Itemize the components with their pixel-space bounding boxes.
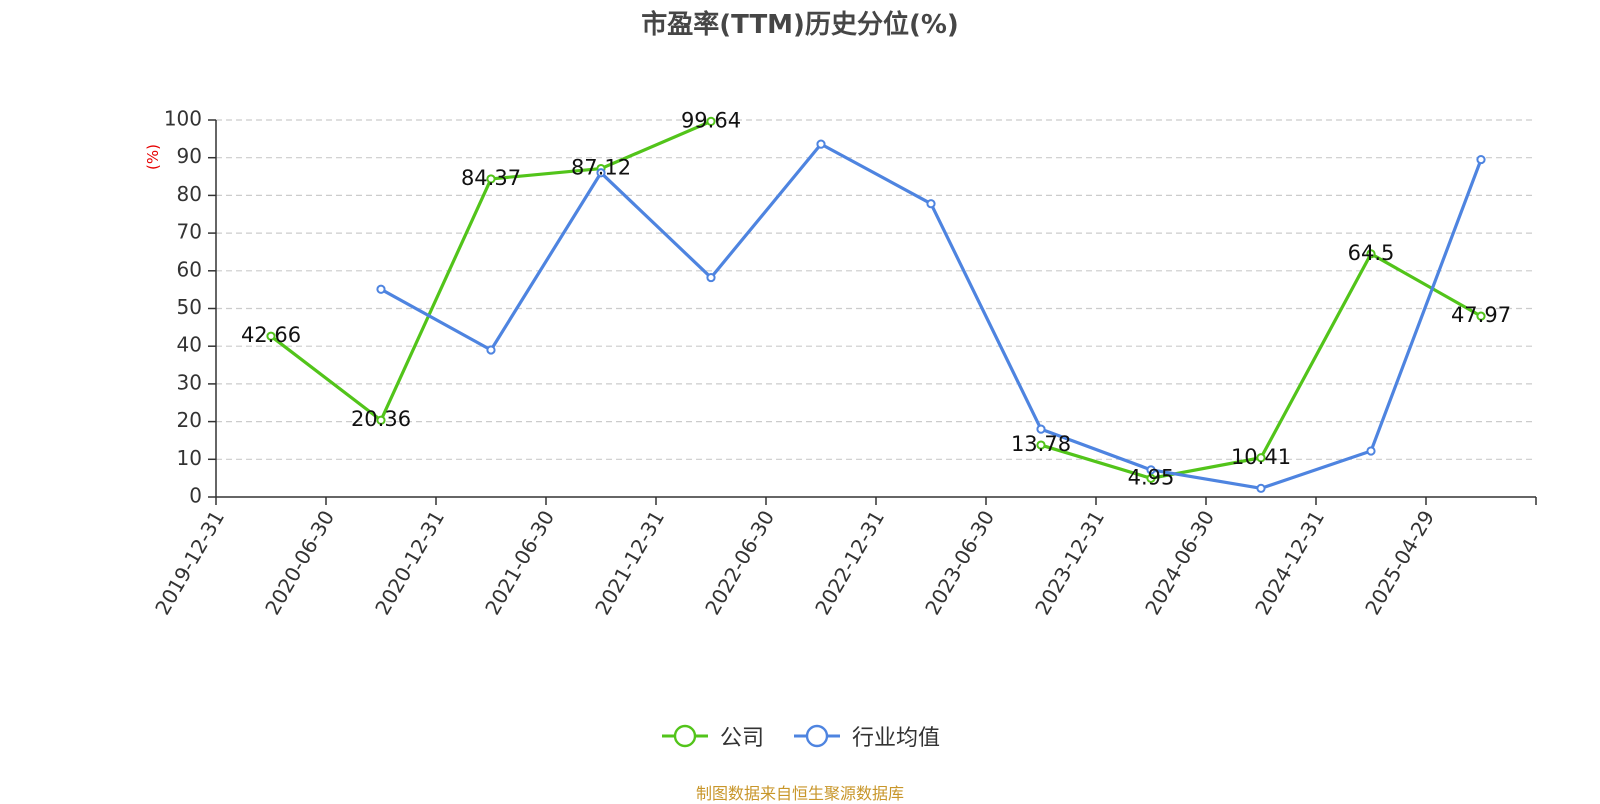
- y-tick-label: 30: [177, 370, 202, 394]
- company-data-label: 99.64: [681, 108, 741, 132]
- x-tick-label: 2023-06-30: [920, 506, 999, 619]
- industry-avg-data-point[interactable]: [1476, 154, 1486, 165]
- y-tick-label: 80: [177, 182, 202, 206]
- industry-avg-data-point[interactable]: [596, 168, 606, 178]
- company-data-point[interactable]: [706, 116, 716, 126]
- y-tick-label: 40: [177, 333, 202, 357]
- data-label-layer: 42.66 20.36 84.37 87.12 99.64 13.78 4.95 10.41 6…: [241, 108, 1511, 489]
- company-data-point[interactable]: [1256, 453, 1266, 463]
- chart-title: 市盈率(TTM)历史分位(%): [641, 10, 959, 40]
- legend-label: 公司: [719, 726, 764, 751]
- company-data-label: 47.97: [1451, 303, 1511, 327]
- company-data-label: 4.95: [1128, 465, 1175, 489]
- x-tick-label: 2019-12-31: [150, 506, 229, 619]
- x-tick-label: 2021-12-31: [590, 506, 669, 619]
- industry-avg-data-point[interactable]: [926, 199, 936, 209]
- y-tick-label: 70: [177, 220, 202, 244]
- company-data-label: 87.12: [571, 156, 631, 180]
- y-tick-label: 100: [164, 107, 202, 131]
- industry-avg-data-point[interactable]: [486, 345, 496, 355]
- industry-avg-data-point[interactable]: [1366, 446, 1376, 456]
- x-tick-label: 2021-06-30: [480, 506, 559, 619]
- industry-avg-data-point[interactable]: [1036, 424, 1046, 434]
- legend-label: 行业均值: [852, 726, 941, 751]
- company-data-point[interactable]: [486, 174, 496, 184]
- company-data-point[interactable]: [1036, 440, 1046, 450]
- industry-avg-data-point[interactable]: [706, 272, 716, 283]
- legend-line-circle-icon: [794, 724, 840, 748]
- industry-avg-data-point[interactable]: [1256, 483, 1266, 493]
- x-tick-label: 2023-12-31: [1030, 506, 1109, 619]
- y-axis-label: (%): [144, 144, 162, 170]
- company-data-point[interactable]: [1146, 473, 1156, 483]
- y-tick-label: 10: [177, 446, 202, 470]
- axis-layer: 0 10 20 30 40 50 60 70 80 90 100 2019-12-31 2020-06-…: [150, 107, 1537, 619]
- grid-layer: [216, 119, 1536, 460]
- company-data-label: 10.41: [1231, 445, 1291, 469]
- company-data-point[interactable]: [1366, 249, 1376, 259]
- industry-avg-data-point[interactable]: [376, 284, 386, 294]
- company-data-label: 20.36: [351, 407, 411, 431]
- y-tick-label: 90: [177, 144, 202, 168]
- x-tick-label: 2025-04-29: [1360, 506, 1439, 619]
- x-tick-label: 2020-12-31: [370, 506, 449, 619]
- industry-avg-data-point[interactable]: [816, 139, 826, 149]
- y-tick-label: 20: [177, 408, 202, 432]
- x-tick-label: 2020-06-30: [260, 506, 339, 619]
- x-tick-label: 2024-12-31: [1250, 506, 1329, 619]
- company-data-label: 42.66: [241, 323, 301, 347]
- legend-line-circle-icon: [661, 724, 708, 748]
- company-data-point[interactable]: [266, 331, 276, 341]
- x-tick-label: 2022-06-30: [700, 506, 779, 619]
- company-data-label: 13.78: [1011, 432, 1071, 456]
- company-data-point[interactable]: [1476, 311, 1486, 321]
- legend-item-company[interactable]: 公司: [660, 720, 764, 752]
- source-note: 制图数据来自恒生聚源数据库: [695, 784, 904, 803]
- company-data-label: 84.37: [461, 166, 521, 190]
- industry-avg-data-point[interactable]: [1146, 465, 1156, 475]
- y-tick-label: 0: [189, 484, 202, 508]
- y-tick-label: 60: [177, 257, 202, 281]
- company-data-label: 64.5: [1348, 241, 1395, 265]
- y-tick-label: 50: [177, 295, 202, 319]
- x-tick-label: 2024-06-30: [1140, 506, 1219, 619]
- x-tick-label: 2022-12-31: [810, 506, 889, 619]
- series-layer: [266, 116, 1486, 493]
- company-data-point[interactable]: [376, 415, 386, 425]
- legend: 公司 行业均值: [0, 720, 1600, 752]
- legend-item-industry-avg[interactable]: 行业均值: [792, 720, 940, 752]
